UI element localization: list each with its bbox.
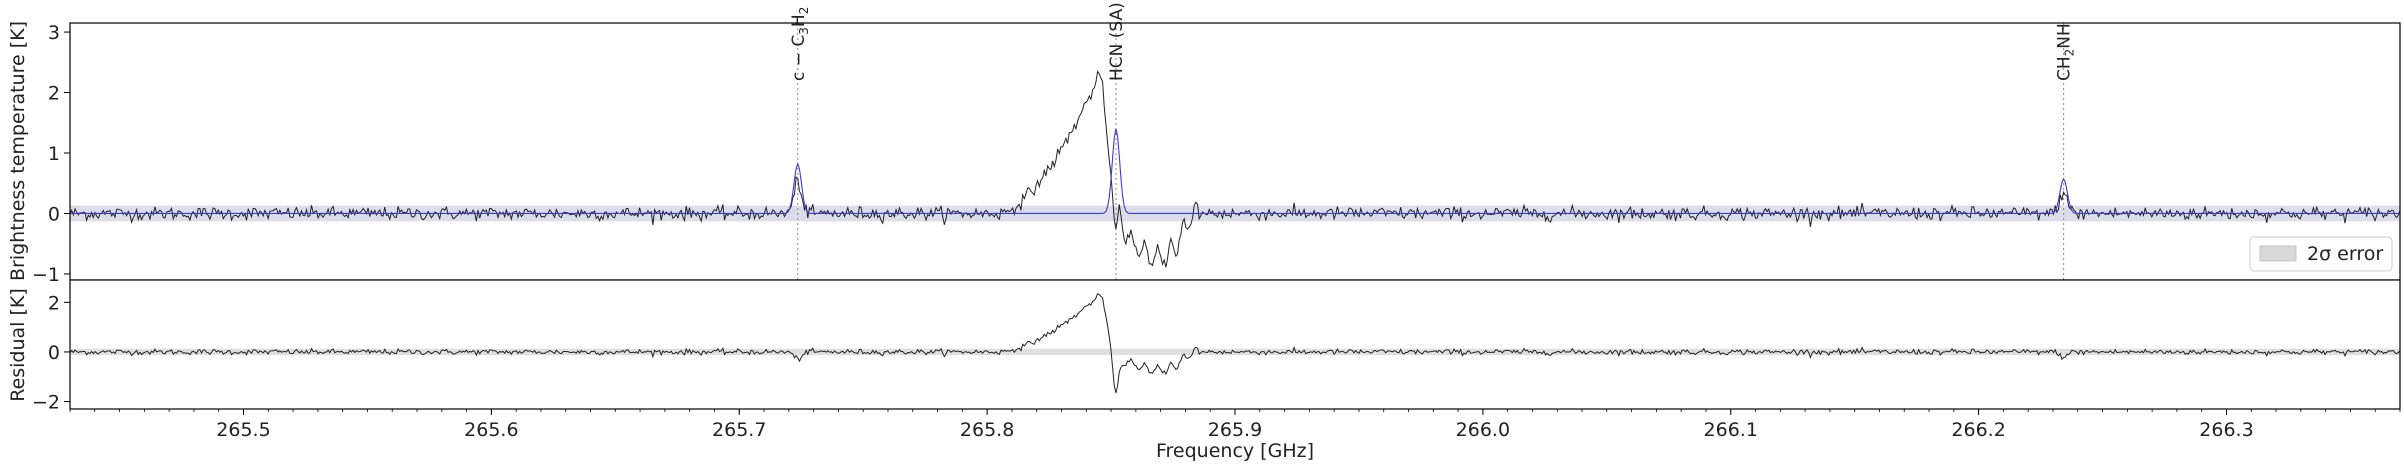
- bottom-y-ticks: 2 0 −2: [32, 292, 70, 414]
- legend: 2σ error: [2249, 236, 2393, 272]
- y-tick-label: 3: [48, 22, 60, 44]
- model-spectrum: [70, 128, 2400, 215]
- line-id-label: CH2NH: [2055, 23, 2077, 81]
- x-tick-label: 265.5: [216, 419, 270, 441]
- x-tick-label: 266.1: [1704, 419, 1758, 441]
- legend-frame: [2249, 236, 2393, 272]
- spectrum-panel: c − C3H2 HCN (SA) CH2NH 3 2 1 0 −1 Brightness …: [7, 2, 2401, 286]
- bottom-y-axis-title: Residual [K]: [7, 288, 29, 402]
- x-ticks: 265.5 265.6 265.7 265.8 265.9 266.0 266.1 266.2…: [69, 409, 2401, 441]
- y-tick-label: −1: [32, 264, 60, 286]
- residual-line: [69, 292, 2401, 394]
- line-id-markers: c − C3H2 HCN (SA) CH2NH: [789, 2, 2077, 280]
- y-tick-label: −2: [32, 392, 60, 414]
- x-tick-label: 265.8: [960, 419, 1014, 441]
- top-y-axis-title: Brightness temperature [K]: [7, 21, 29, 281]
- y-tick-label: 2: [48, 292, 60, 314]
- x-tick-label: 266.0: [1456, 419, 1510, 441]
- x-tick-label: 266.3: [2199, 419, 2253, 441]
- line-id-label: c − C3H2: [789, 7, 811, 81]
- line-id-label: HCN (SA): [1107, 2, 1127, 81]
- y-tick-label: 1: [48, 143, 60, 165]
- model-line: [70, 128, 2400, 215]
- x-tick-label: 265.9: [1208, 419, 1262, 441]
- residual-panel: 2 0 −2 265.5 265.6 265.7 265.8 265.9 266.0 266.1…: [7, 279, 2401, 462]
- legend-error-swatch: [2259, 245, 2297, 262]
- y-tick-label: 2: [48, 83, 60, 105]
- legend-label: 2σ error: [2307, 243, 2383, 265]
- x-axis-title: Frequency [GHz]: [1156, 440, 1314, 462]
- x-tick-label: 265.6: [464, 419, 518, 441]
- y-tick-label: 0: [48, 342, 60, 364]
- top-y-ticks: 3 2 1 0 −1: [32, 22, 70, 286]
- y-tick-label: 0: [48, 203, 60, 225]
- x-tick-label: 265.7: [712, 419, 766, 441]
- x-tick-label: 266.2: [1951, 419, 2005, 441]
- residual-spectrum: [69, 292, 2401, 394]
